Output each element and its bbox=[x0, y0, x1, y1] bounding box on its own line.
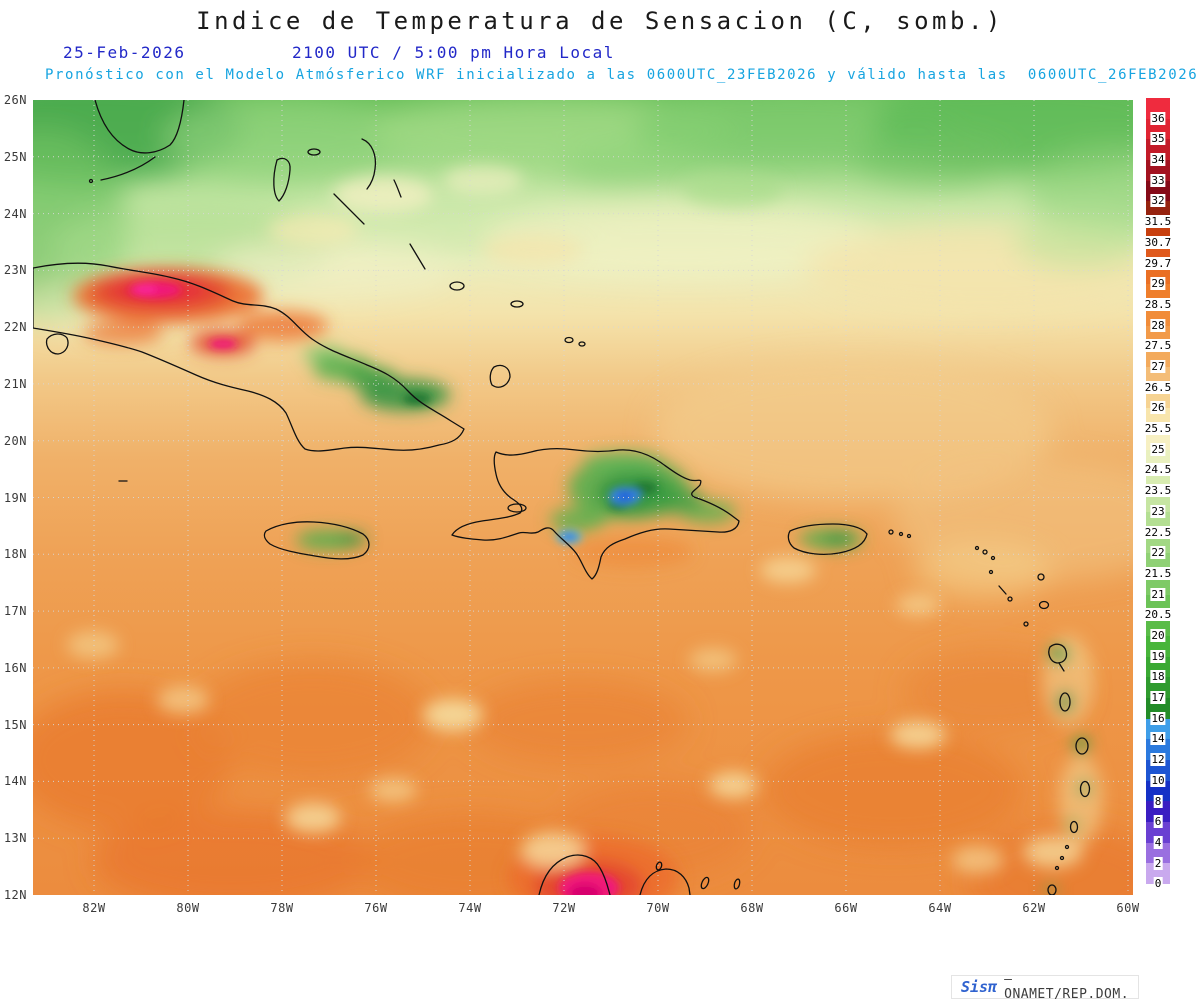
watermark: Sisπ – ONAMET/REP.DOM. bbox=[951, 972, 1140, 1002]
colorbar-labels: 36 35 34 33 32 31.5 30.7 29.7 29 28.5 28 27.5 27 26.5… bbox=[1143, 98, 1173, 905]
colorbar-label-8: 8 bbox=[1153, 794, 1163, 808]
colorbar-label-21: 21 bbox=[1150, 587, 1166, 601]
colorbar-label-29.7: 29.7 bbox=[1143, 256, 1173, 270]
colorbar-label-17: 17 bbox=[1150, 691, 1166, 705]
colorbar-label-23: 23 bbox=[1150, 504, 1166, 518]
lon-label-72W: 72W bbox=[552, 901, 576, 915]
colorbar-cell bbox=[1146, 863, 1170, 885]
colorbar-label-32: 32 bbox=[1150, 194, 1166, 208]
map-area: Sisπ – ONAMET/REP.DOM. bbox=[0, 70, 1200, 1002]
lon-label-80W: 80W bbox=[176, 901, 200, 915]
colorbar-label-27.5: 27.5 bbox=[1143, 339, 1173, 353]
lon-label-78W: 78W bbox=[270, 901, 294, 915]
lon-label-82W: 82W bbox=[82, 901, 106, 915]
coastlines bbox=[32, 99, 1091, 896]
colorbar-label-33: 33 bbox=[1150, 173, 1166, 187]
colorbar-label-34: 34 bbox=[1150, 153, 1166, 167]
sispi-logo: Sisπ bbox=[961, 978, 998, 996]
colorbar-label-31.5: 31.5 bbox=[1143, 215, 1173, 229]
lon-label-66W: 66W bbox=[834, 901, 858, 915]
lat-label-21N: 21N bbox=[3, 376, 27, 391]
lat-label-25N: 25N bbox=[3, 149, 27, 164]
lat-label-12N: 12N bbox=[3, 888, 27, 902]
colorbar-label-18: 18 bbox=[1150, 670, 1166, 684]
colorbar-label-35: 35 bbox=[1150, 132, 1166, 146]
colorbar-label-24.5: 24.5 bbox=[1143, 463, 1173, 477]
colorbar-label-14: 14 bbox=[1150, 732, 1166, 746]
weather-map bbox=[0, 70, 1200, 935]
lon-label-68W: 68W bbox=[740, 901, 764, 915]
lat-label-13N: 13N bbox=[3, 831, 27, 846]
colorbar-label-20: 20 bbox=[1150, 629, 1166, 642]
colorbar-label-28.5: 28.5 bbox=[1143, 297, 1173, 311]
colorbar-cell bbox=[1146, 822, 1170, 843]
lat-label-15N: 15N bbox=[3, 717, 27, 732]
lat-label-23N: 23N bbox=[3, 263, 27, 278]
colorbar-label-2: 2 bbox=[1153, 856, 1163, 870]
lat-label-19N: 19N bbox=[3, 490, 27, 505]
colorbar-label-26: 26 bbox=[1150, 401, 1166, 415]
colorbar-label-0: 0 bbox=[1153, 877, 1163, 891]
lon-label-76W: 76W bbox=[364, 901, 388, 915]
lat-label-20N: 20N bbox=[3, 433, 27, 448]
colorbar-label-10: 10 bbox=[1150, 773, 1166, 787]
colorbar-label-4: 4 bbox=[1153, 835, 1163, 849]
colorbar-label-36: 36 bbox=[1150, 111, 1166, 125]
lat-label-17N: 17N bbox=[3, 604, 27, 619]
lon-label-60W: 60W bbox=[1116, 901, 1140, 915]
colorbar-label-21.5: 21.5 bbox=[1143, 566, 1173, 580]
forecast-time: 2100 UTC / 5:00 pm Hora Local bbox=[292, 43, 615, 62]
colorbar-label-25: 25 bbox=[1150, 442, 1166, 456]
colorbar-label-16: 16 bbox=[1150, 711, 1166, 725]
colorbar-label-28: 28 bbox=[1150, 318, 1166, 332]
lon-label-62W: 62W bbox=[1022, 901, 1046, 915]
lat-label-14N: 14N bbox=[3, 774, 27, 789]
forecast-date: 25-Feb-2026 bbox=[63, 43, 186, 62]
colorbar-label-29: 29 bbox=[1150, 277, 1166, 291]
model-run-info: Pronóstico con el Modelo Atmósferico WRF… bbox=[45, 67, 1199, 83]
colorbar-cell bbox=[1146, 801, 1170, 823]
page-title: Indice de Temperatura de Sensacion (C, s… bbox=[196, 7, 1004, 35]
colorbar-label-30.7: 30.7 bbox=[1143, 235, 1173, 249]
watermark-text: – ONAMET/REP.DOM. bbox=[1004, 972, 1130, 1002]
colorbar-label-6: 6 bbox=[1153, 815, 1163, 829]
colorbar-label-20.5: 20.5 bbox=[1143, 608, 1173, 622]
lon-label-70W: 70W bbox=[646, 901, 670, 915]
colorbar-cell bbox=[1146, 842, 1170, 864]
colorbar-label-23.5: 23.5 bbox=[1143, 484, 1173, 498]
colorbar-label-22: 22 bbox=[1150, 546, 1166, 560]
weather-map-page: Indice de Temperatura de Sensacion (C, s… bbox=[0, 7, 1200, 1002]
lon-label-74W: 74W bbox=[458, 901, 482, 915]
longitude-axis: 82W 80W 78W 76W 74W 72W 70W 68W 66W 64W 62W 60W bbox=[33, 901, 1139, 917]
lat-label-22N: 22N bbox=[3, 320, 27, 335]
latitude-axis: 26N 25N 24N 23N 22N 21N 20N 19N 18N 17N 16N 15N 14N 1… bbox=[0, 93, 29, 902]
colorbar-label-12: 12 bbox=[1150, 753, 1166, 767]
colorbar-label-26.5: 26.5 bbox=[1143, 380, 1173, 394]
colorbar-label-25.5: 25.5 bbox=[1143, 422, 1173, 436]
lat-label-16N: 16N bbox=[3, 660, 27, 675]
colorbar-label-22.5: 22.5 bbox=[1143, 525, 1173, 539]
lat-label-24N: 24N bbox=[3, 206, 27, 221]
grid-lines bbox=[33, 100, 1133, 895]
colorbar-label-19: 19 bbox=[1150, 649, 1166, 663]
lon-label-64W: 64W bbox=[928, 901, 952, 915]
colorbar-cell bbox=[1146, 884, 1170, 905]
lat-label-18N: 18N bbox=[3, 547, 27, 562]
lat-label-26N: 26N bbox=[3, 93, 27, 107]
colorbar-label-27: 27 bbox=[1150, 360, 1166, 373]
